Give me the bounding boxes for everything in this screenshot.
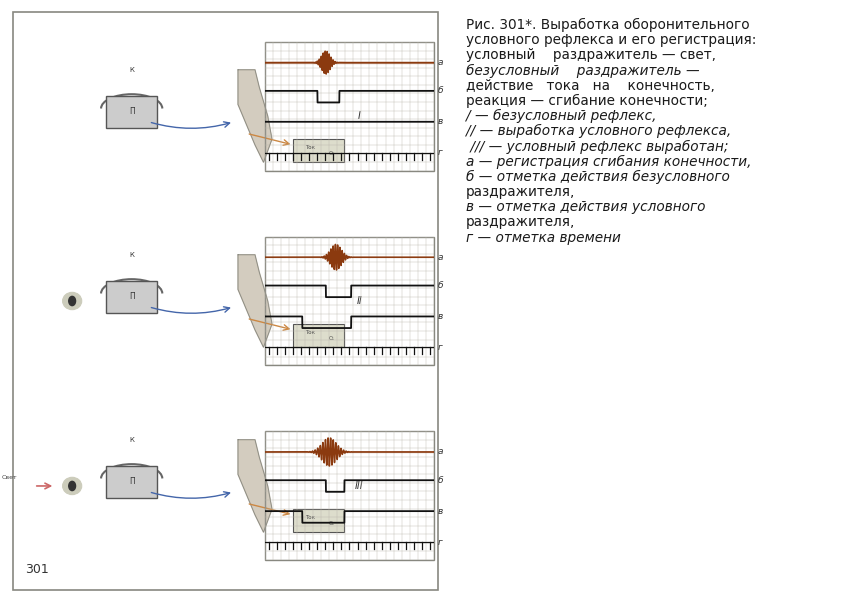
FancyBboxPatch shape: [106, 96, 157, 128]
Text: раздражителя,: раздражителя,: [466, 185, 575, 199]
Text: б: б: [438, 86, 444, 95]
Ellipse shape: [62, 477, 82, 495]
Polygon shape: [238, 70, 272, 162]
Text: К: К: [130, 66, 134, 72]
Text: III: III: [354, 481, 364, 491]
Text: в: в: [438, 507, 443, 516]
Text: в — отметка действия условного: в — отметка действия условного: [466, 200, 706, 214]
Text: I: I: [358, 111, 360, 121]
Text: раздражителя,: раздражителя,: [466, 216, 575, 229]
Text: в: в: [438, 312, 443, 321]
FancyBboxPatch shape: [106, 466, 157, 498]
Polygon shape: [238, 440, 272, 532]
Text: б — отметка действия безусловного: б — отметка действия безусловного: [466, 170, 730, 184]
Text: // — выработка условного рефлекса,: // — выработка условного рефлекса,: [466, 125, 732, 138]
FancyBboxPatch shape: [293, 324, 344, 347]
FancyBboxPatch shape: [293, 139, 344, 162]
Ellipse shape: [62, 292, 82, 310]
Text: г — отметка времени: г — отметка времени: [466, 231, 621, 244]
Text: г: г: [438, 537, 443, 546]
FancyBboxPatch shape: [106, 281, 157, 313]
Polygon shape: [238, 255, 272, 347]
Text: а: а: [438, 58, 444, 67]
Text: П: П: [129, 107, 135, 116]
Text: П: П: [129, 477, 135, 486]
Text: г: г: [438, 148, 443, 157]
FancyBboxPatch shape: [293, 509, 344, 532]
Text: а: а: [438, 447, 444, 456]
Text: Ток: Ток: [306, 329, 315, 335]
Text: а — регистрация сгибания конечности,: а — регистрация сгибания конечности,: [466, 155, 752, 169]
Text: К: К: [130, 252, 134, 258]
Text: С₁: С₁: [328, 151, 334, 156]
Text: безусловный    раздражитель —: безусловный раздражитель —: [466, 63, 700, 78]
Text: / — безусловный рефлекс,: / — безусловный рефлекс,: [466, 109, 657, 123]
Text: действие   тока   на    конечность,: действие тока на конечность,: [466, 78, 715, 93]
Text: Свет: Свет: [1, 475, 17, 480]
Text: условного рефлекса и его регистрация:: условного рефлекса и его регистрация:: [466, 33, 756, 47]
Text: 301: 301: [25, 562, 49, 576]
Text: II: II: [356, 296, 362, 306]
Text: б: б: [438, 476, 444, 485]
Circle shape: [69, 297, 76, 305]
Text: реакция — сгибание конечности;: реакция — сгибание конечности;: [466, 94, 708, 108]
Text: Ток: Ток: [306, 145, 315, 150]
Text: условный    раздражитель — свет,: условный раздражитель — свет,: [466, 49, 717, 62]
Text: в: в: [438, 117, 443, 126]
Text: С₁: С₁: [328, 336, 334, 341]
Text: К: К: [130, 437, 134, 443]
Text: П: П: [129, 292, 135, 301]
Text: Ток: Ток: [306, 515, 315, 520]
Text: а: а: [438, 253, 444, 262]
Text: С₁: С₁: [328, 521, 334, 526]
Text: /// — условный рефлекс выработан;: /// — условный рефлекс выработан;: [466, 140, 728, 153]
Text: б: б: [438, 281, 444, 290]
Text: Рис. 301*. Выработка оборонительного: Рис. 301*. Выработка оборонительного: [466, 18, 749, 32]
Text: г: г: [438, 343, 443, 352]
Circle shape: [69, 482, 76, 491]
